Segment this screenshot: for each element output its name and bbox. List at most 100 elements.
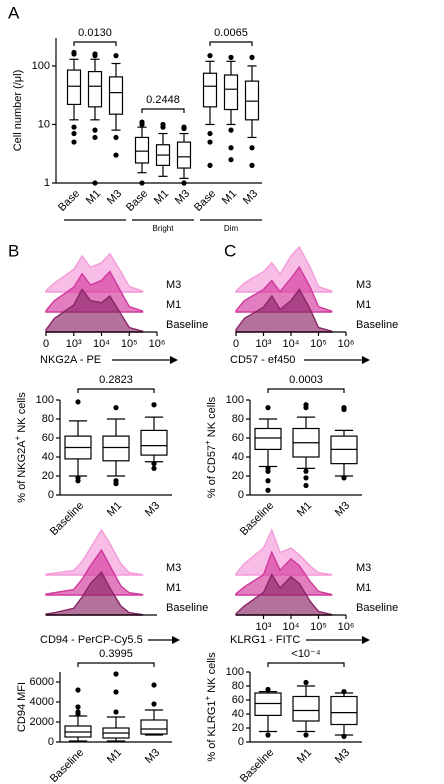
outlier [303, 679, 309, 686]
outlier [75, 399, 81, 405]
box [87, 71, 103, 108]
outlier [92, 53, 98, 59]
outlier [303, 468, 309, 474]
x-tick-label: M1 [295, 500, 314, 519]
box [330, 695, 358, 726]
x-tick-label: M3 [333, 500, 352, 519]
group-label: Bright [153, 224, 175, 233]
outlier [228, 145, 234, 151]
p-value: <10⁻⁴ [291, 648, 320, 660]
outlier [92, 180, 98, 186]
y-tick-label: 10 [38, 118, 50, 130]
series-label: M1 [356, 299, 371, 311]
outlier [265, 405, 271, 411]
outlier [228, 127, 234, 133]
outlier [113, 689, 119, 695]
outlier [303, 475, 309, 481]
x-tick-label: 0 [43, 338, 49, 350]
box [66, 69, 82, 106]
y-axis-title-part: + [203, 440, 212, 445]
x-tick-label: M1 [295, 747, 314, 766]
series-label: Baseline [356, 602, 398, 614]
panel-label: A [8, 3, 20, 22]
box [140, 719, 168, 735]
bracket [141, 108, 185, 113]
x-tick-label: M3 [241, 188, 260, 207]
x-tick-label: M1 [152, 188, 171, 207]
outlier [207, 53, 213, 59]
x-tick-label: Base [192, 188, 218, 214]
y-axis-title: % of NKG2A+ NK cells [13, 392, 28, 503]
outlier [71, 139, 77, 145]
y-tick-label: 40 [232, 451, 244, 463]
outlier [139, 121, 145, 128]
outlier [341, 406, 347, 413]
y-axis-title-part: NK cells [206, 652, 218, 696]
outlier [160, 124, 166, 130]
outlier [151, 682, 157, 688]
y-tick-label: 0 [238, 736, 244, 748]
x-axis-title: CD94 - PerCP-Cy5.5 [40, 634, 143, 646]
histogram-curve [235, 528, 333, 576]
y-tick-label: 0 [238, 489, 244, 501]
series-label: M3 [356, 562, 371, 574]
box [134, 136, 150, 164]
y-tick-label: 20 [232, 722, 244, 734]
y-tick-label: 0 [48, 736, 54, 748]
outlier [139, 180, 145, 186]
y-axis-title-part: % of KLRG1 [206, 700, 218, 761]
x-tick-label: 10³ [66, 338, 82, 350]
outlier [75, 478, 81, 484]
series-label: M1 [166, 299, 181, 311]
bracket [77, 388, 155, 393]
x-tick-label: 10⁴ [93, 338, 110, 350]
y-tick-label: 80 [232, 680, 244, 692]
box [244, 80, 260, 121]
y-tick-label: 40 [232, 708, 244, 720]
y-axis-title-part: % of CD57 [206, 445, 218, 498]
x-tick-label: M3 [105, 188, 124, 207]
y-axis-title-part: NK cells [206, 396, 218, 440]
box [292, 695, 320, 722]
y-tick-label: 100 [226, 394, 244, 406]
box [223, 74, 239, 111]
outlier [113, 481, 119, 487]
histogram-curve [235, 287, 333, 333]
histogram-curve [45, 528, 144, 576]
outlier [113, 671, 119, 677]
box [108, 76, 124, 115]
outlier [71, 51, 77, 57]
bracket [77, 662, 155, 667]
outlier [207, 130, 213, 137]
p-value: 0.0003 [289, 374, 323, 386]
y-tick-label: 80 [42, 413, 54, 425]
x-axis-title: CD57 - ef450 [230, 354, 295, 366]
outlier [303, 482, 309, 489]
bracket [209, 41, 253, 46]
x-tick-label: M1 [105, 500, 124, 519]
x-tick-label: M3 [143, 500, 162, 519]
outlier [303, 732, 309, 738]
outlier [75, 704, 81, 710]
y-tick-label: 20 [232, 470, 244, 482]
histogram-curve [45, 548, 144, 596]
outlier [151, 402, 157, 408]
outlier [181, 125, 187, 132]
y-axis-title-part: NK cells [16, 392, 28, 436]
panel-label: C [224, 241, 236, 260]
outlier [249, 162, 255, 168]
outlier [207, 139, 213, 145]
x-tick-label: 10⁴ [283, 621, 300, 633]
p-value: 0.3995 [99, 648, 133, 660]
y-tick-label: 0 [48, 489, 54, 501]
x-tick-label: 10⁵ [310, 338, 327, 350]
x-tick-label: 10⁵ [121, 338, 138, 350]
x-tick-label: M3 [143, 747, 162, 766]
arrow-head [172, 636, 180, 644]
x-tick-label: 10⁶ [149, 338, 166, 350]
p-value: 0.0065 [214, 27, 248, 39]
x-tick-label: Baseline [48, 747, 86, 784]
x-tick-label: 10⁶ [338, 621, 355, 633]
outlier [265, 487, 271, 493]
